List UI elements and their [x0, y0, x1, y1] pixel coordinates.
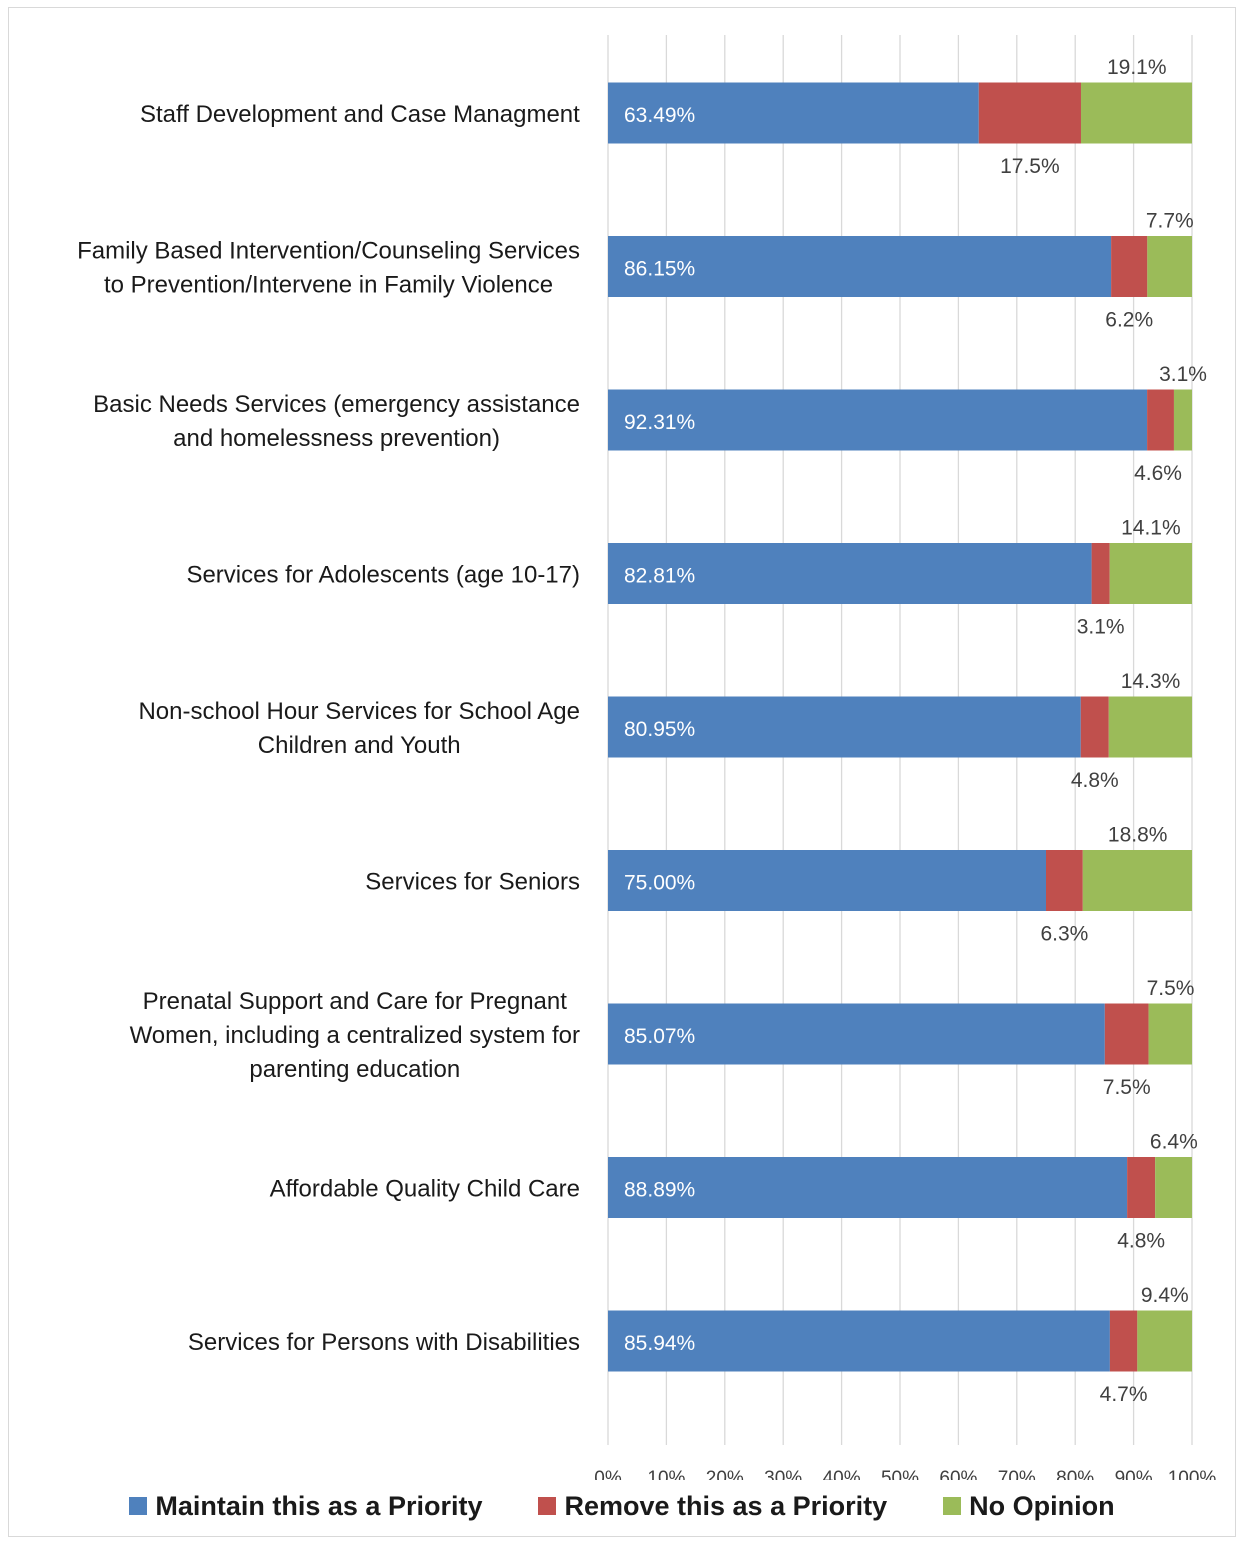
- stacked-bar-chart: 63.49% 17.5% 19.1% 86.15% 6.2% 7.7% 92.31% 4.6%…: [77, 35, 1216, 1480]
- category-label: Basic Needs Services (emergency assistan…: [93, 391, 580, 452]
- data-label-remove: 3.1%: [1077, 616, 1125, 639]
- data-label-no-opinion: 3.1%: [1159, 363, 1207, 386]
- legend-label-no-opinion: No Opinion: [969, 1490, 1115, 1521]
- bar-segment: [1148, 1003, 1192, 1065]
- bar-segment: [608, 389, 1148, 451]
- category-label: Services for Seniors: [365, 869, 580, 896]
- category-label: Non-school Hour Services for School Age C…: [138, 698, 580, 759]
- legend-label-remove: Remove this as a Priority: [564, 1490, 888, 1521]
- data-label-maintain: 86.15%: [624, 258, 695, 281]
- x-tick-label: 30%: [764, 1468, 802, 1480]
- data-label-remove: 4.8%: [1117, 1230, 1165, 1253]
- data-label-no-opinion: 7.5%: [1147, 977, 1195, 1000]
- legend-item-remove: Remove this as a Priority: [538, 1491, 887, 1522]
- data-label-no-opinion: 14.3%: [1121, 670, 1181, 693]
- category-label: Staff Development and Case Managment: [140, 101, 580, 128]
- data-label-no-opinion: 19.1%: [1107, 56, 1167, 79]
- bar-segment: [1082, 850, 1192, 911]
- x-tick-label: 40%: [823, 1468, 861, 1480]
- data-label-maintain: 92.31%: [624, 411, 695, 434]
- x-tick-label: 70%: [998, 1468, 1036, 1480]
- bar-segment: [1080, 82, 1192, 144]
- bar-segment: [1046, 850, 1083, 911]
- data-label-no-opinion: 14.1%: [1121, 517, 1181, 540]
- bar-segment: [1155, 1157, 1192, 1218]
- x-tick-label: 90%: [1115, 1468, 1153, 1480]
- legend-item-no-opinion: No Opinion: [943, 1490, 1115, 1522]
- data-label-maintain: 85.94%: [624, 1332, 695, 1355]
- bar-segment: [1091, 543, 1110, 604]
- data-label-maintain: 80.95%: [624, 718, 695, 741]
- data-label-maintain: 82.81%: [624, 565, 695, 588]
- category-label: Family Based Intervention/Counseling Ser…: [77, 238, 580, 299]
- bar-segment: [1109, 543, 1192, 604]
- bar-segment: [608, 1157, 1128, 1218]
- x-tick-label: 100%: [1168, 1468, 1217, 1480]
- bar-segment: [1147, 389, 1174, 451]
- category-labels: Staff Development and Case Managment Fami…: [77, 101, 580, 1356]
- data-label-remove: 4.6%: [1134, 462, 1182, 485]
- bar-segment: [608, 543, 1092, 604]
- data-label-maintain: 75.00%: [624, 872, 695, 895]
- data-label-remove: 4.7%: [1100, 1383, 1148, 1406]
- bar-segment: [1108, 696, 1192, 758]
- bar-segment: [1127, 1157, 1156, 1218]
- bars: [608, 82, 1192, 1372]
- category-label: Services for Adolescents (age 10-17): [186, 562, 580, 589]
- data-label-maintain: 88.89%: [624, 1179, 695, 1202]
- data-labels: 63.49% 17.5% 19.1% 86.15% 6.2% 7.7% 92.31% 4.6%…: [624, 56, 1207, 1406]
- data-label-remove: 7.5%: [1103, 1076, 1151, 1099]
- data-label-remove: 4.8%: [1071, 769, 1119, 792]
- bar-segment: [608, 82, 979, 144]
- bar-segment: [1147, 236, 1192, 297]
- bar-segment: [608, 850, 1046, 911]
- x-axis-ticks: 0% 10% 20% 30% 40% 50% 60% 70% 80% 90% 100%: [594, 1468, 1216, 1480]
- bar-segment: [978, 82, 1081, 144]
- data-label-no-opinion: 6.4%: [1150, 1131, 1198, 1154]
- data-label-remove: 17.5%: [1000, 155, 1060, 178]
- x-tick-label: 50%: [881, 1468, 919, 1480]
- bar-segment: [1104, 1003, 1149, 1065]
- category-label: Services for Persons with Disabilities: [188, 1329, 580, 1356]
- x-tick-label: 80%: [1056, 1468, 1094, 1480]
- legend-swatch-no-opinion: [943, 1497, 962, 1515]
- legend-swatch-remove: [538, 1497, 557, 1515]
- bar-segment: [1109, 1310, 1138, 1372]
- legend-swatch-maintain: [129, 1497, 148, 1515]
- x-tick-label: 60%: [939, 1468, 977, 1480]
- bar-segment: [1080, 696, 1109, 758]
- category-label: Prenatal Support and Care for Pregnant Wo…: [130, 988, 580, 1083]
- data-label-remove: 6.2%: [1105, 309, 1153, 332]
- bar-segment: [608, 1310, 1110, 1372]
- bar-segment: [608, 236, 1112, 297]
- data-label-no-opinion: 18.8%: [1108, 824, 1168, 847]
- category-label: Affordable Quality Child Care: [270, 1176, 580, 1203]
- legend-item-maintain: Maintain this as a Priority: [129, 1491, 482, 1522]
- legend-label-maintain: Maintain this as a Priority: [155, 1490, 483, 1521]
- data-label-no-opinion: 7.7%: [1146, 210, 1194, 233]
- data-label-maintain: 63.49%: [624, 104, 695, 127]
- x-tick-label: 0%: [594, 1468, 622, 1480]
- bar-segment: [608, 696, 1081, 758]
- bar-segment: [1137, 1310, 1192, 1372]
- x-tick-label: 20%: [706, 1468, 744, 1480]
- data-label-remove: 6.3%: [1040, 923, 1088, 946]
- x-tick-label: 10%: [647, 1468, 685, 1480]
- data-label-no-opinion: 9.4%: [1141, 1284, 1189, 1307]
- bar-segment: [1173, 389, 1192, 451]
- data-label-maintain: 85.07%: [624, 1025, 695, 1048]
- bar-segment: [608, 1003, 1105, 1065]
- legend: Maintain this as a Priority Remove this …: [0, 1484, 1244, 1528]
- bar-segment: [1111, 236, 1148, 297]
